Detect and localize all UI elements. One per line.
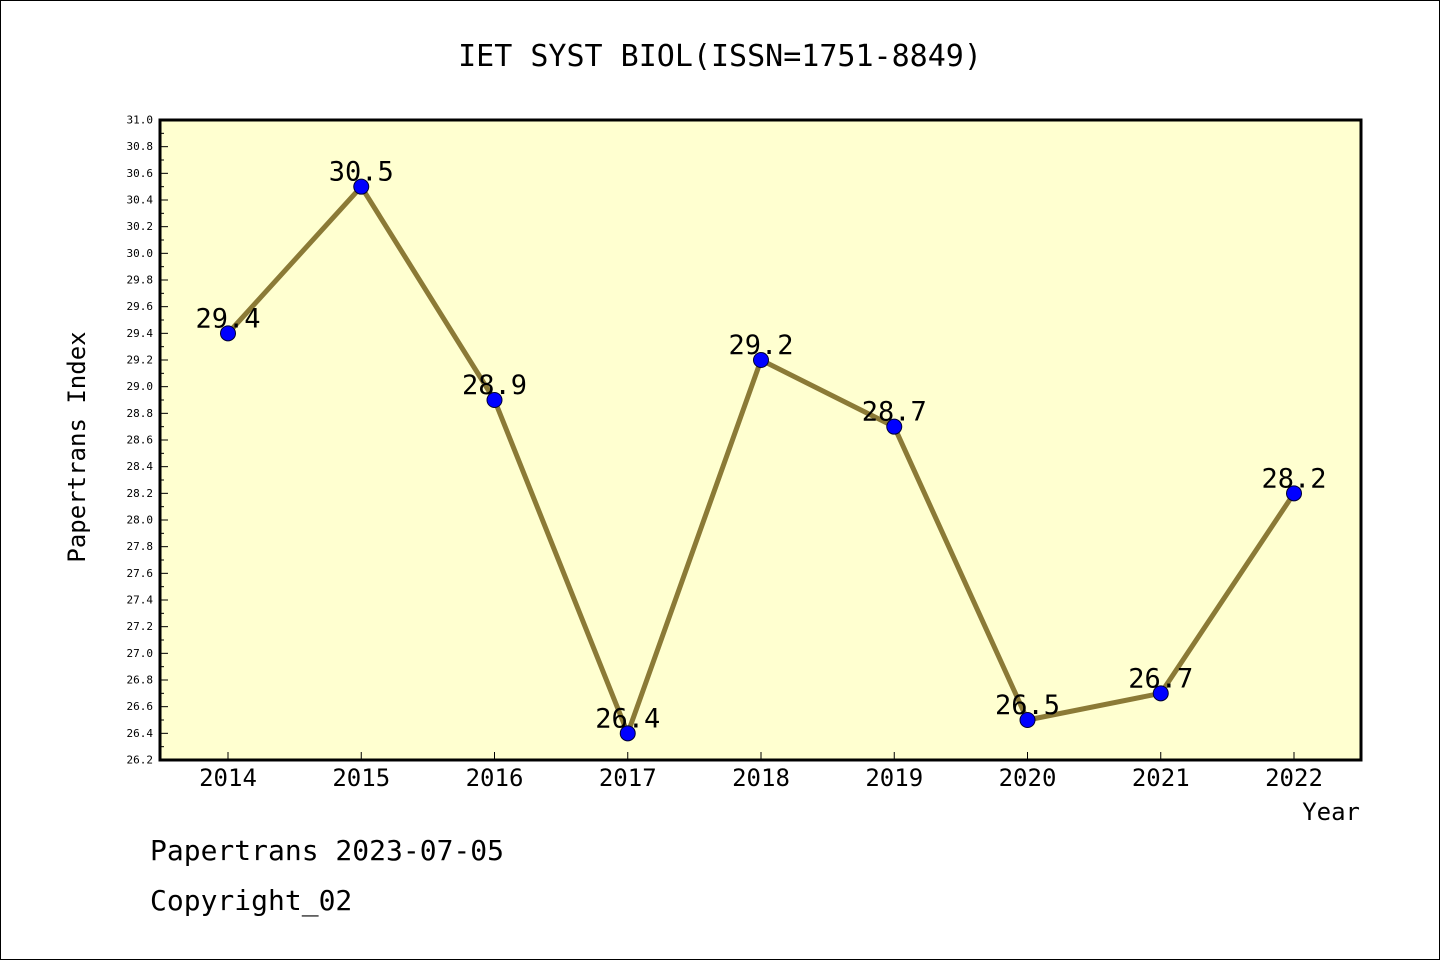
data-labels: 29.4 30.5 28.9 26.4 29.2 28.7 26.5 26.7 28.2 xyxy=(195,157,1326,735)
y-tick-label: 29.4 xyxy=(127,327,154,340)
y-tick-label: 30.2 xyxy=(127,220,154,233)
data-label: 26.4 xyxy=(595,703,660,734)
x-axis-label: Year xyxy=(1302,798,1360,826)
data-point xyxy=(353,178,370,195)
data-point xyxy=(220,325,236,342)
y-tick-label: 27.2 xyxy=(127,620,154,633)
chart-title: IET SYST BIOL(ISSN=1751-8849) xyxy=(458,39,982,74)
x-tick-label: 2022 xyxy=(1265,764,1323,792)
y-tick-label: 29.8 xyxy=(127,274,154,287)
data-label: 26.5 xyxy=(995,690,1060,721)
x-tick-label: 2016 xyxy=(466,764,524,792)
x-axis-ticks: 2014 2015 2016 2017 2018 2019 2020 2021 2022 xyxy=(199,752,1323,792)
footer-date: Papertrans 2023-07-05 xyxy=(150,834,505,867)
y-tick-label: 26.4 xyxy=(127,727,154,740)
y-tick-label: 30.4 xyxy=(127,194,154,207)
y-tick-label: 28.4 xyxy=(127,460,154,473)
data-point xyxy=(1152,685,1169,702)
x-tick-label: 2021 xyxy=(1132,764,1190,792)
y-tick-label: 28.8 xyxy=(127,407,154,420)
y-tick-label: 27.6 xyxy=(127,567,154,580)
data-label: 28.9 xyxy=(462,370,527,401)
y-tick-label: 28.0 xyxy=(127,514,154,527)
y-tick-label: 29.2 xyxy=(127,354,154,367)
x-tick-label: 2020 xyxy=(999,764,1057,792)
y-tick-label: 29.0 xyxy=(127,380,154,393)
data-point xyxy=(1286,485,1302,502)
data-point xyxy=(1019,712,1036,728)
data-label: 29.4 xyxy=(195,303,260,334)
y-tick-label: 31.0 xyxy=(127,114,154,127)
y-tick-label: 26.8 xyxy=(127,674,154,687)
y-tick-label: 30.6 xyxy=(127,167,154,180)
y-tick-label: 30.8 xyxy=(127,140,154,153)
y-tick-label: 26.2 xyxy=(127,754,154,767)
data-label: 28.2 xyxy=(1261,463,1326,494)
x-tick-label: 2017 xyxy=(599,764,657,792)
data-label: 30.5 xyxy=(329,157,394,188)
y-tick-label: 26.6 xyxy=(127,700,154,713)
x-tick-label: 2014 xyxy=(199,764,257,792)
y-axis-label: Papertrans Index xyxy=(63,331,91,562)
y-tick-label: 27.8 xyxy=(127,540,154,553)
y-tick-label: 28.6 xyxy=(127,434,154,447)
y-tick-label: 30.0 xyxy=(127,247,154,260)
data-point xyxy=(486,392,503,408)
data-point xyxy=(619,725,636,742)
data-point xyxy=(753,352,769,368)
y-axis-ticks: 26.2 26.4 26.6 26.8 27.0 27.2 27.4 27.6 27.8 28.0… xyxy=(127,114,168,767)
x-tick-label: 2019 xyxy=(865,764,923,792)
data-label: 26.7 xyxy=(1128,663,1193,694)
x-tick-label: 2018 xyxy=(732,764,790,792)
data-label: 29.2 xyxy=(728,330,793,361)
y-tick-label: 29.6 xyxy=(127,300,154,313)
y-tick-label: 27.0 xyxy=(127,647,154,660)
data-point xyxy=(886,418,903,435)
data-label: 28.7 xyxy=(862,397,927,428)
y-tick-label: 27.4 xyxy=(127,594,154,607)
footer-copyright: Copyright_02 xyxy=(150,884,353,917)
y-tick-label: 28.2 xyxy=(127,487,154,500)
plot-area xyxy=(158,118,1363,762)
data-markers xyxy=(220,178,1302,742)
x-tick-label: 2015 xyxy=(332,764,390,792)
